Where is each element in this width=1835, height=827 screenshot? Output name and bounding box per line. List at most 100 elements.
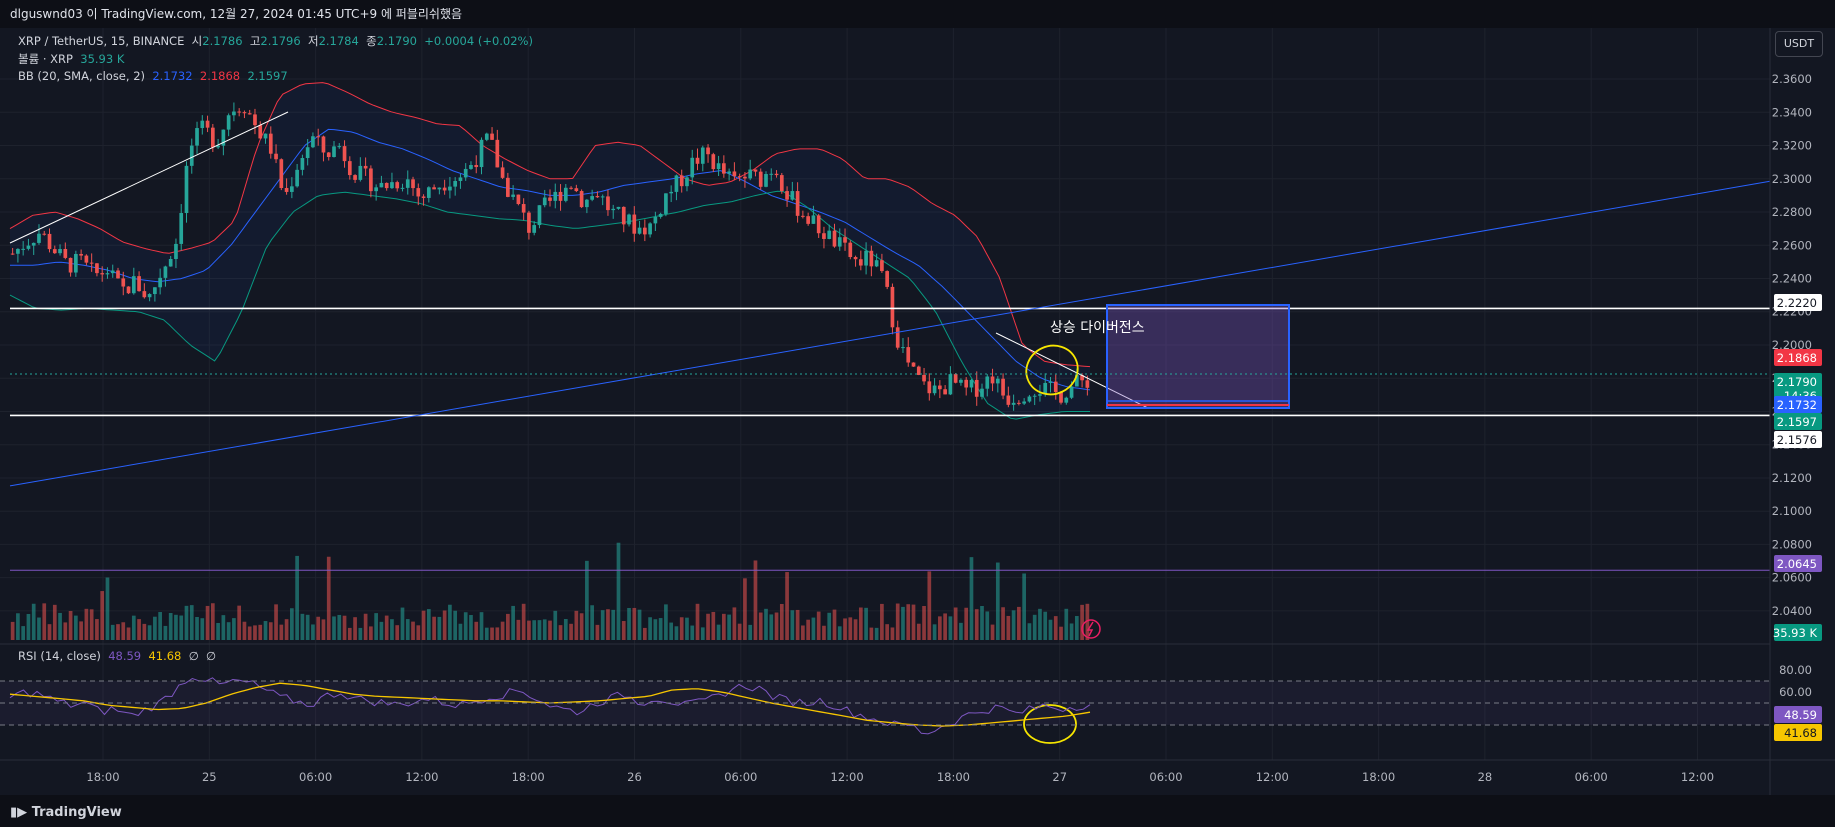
candle-body [448,186,452,191]
price-label-bg [1774,349,1822,366]
time-tick-label: 12:00 [831,770,864,784]
candle-body [500,167,505,178]
alert-icon[interactable] [1081,619,1101,639]
price-tick-label: 2.0400 [1772,604,1812,618]
candle-body [337,146,342,148]
candle-body [263,133,268,139]
volume-bar [31,603,36,640]
high-value: 2.1796 [260,34,301,48]
candle-body [37,233,41,243]
price-tick-label: 2.3400 [1772,105,1812,119]
candle-body [374,187,378,192]
volume-bar [253,625,257,640]
time-tick-label: 06:00 [1149,770,1182,784]
volume-bar [1085,603,1090,640]
candle-body [874,260,879,267]
volume-bar [743,578,747,640]
volume-bar [195,616,199,640]
candle-body [922,374,926,382]
volume-legend-row[interactable]: 볼륨 · XRP 35.93 K [18,51,533,69]
footer-bar [0,795,1835,827]
candle-body [574,188,579,192]
target-box [1106,304,1290,409]
volume-bar [595,624,600,640]
candle-body [58,248,62,254]
volume-bar [864,607,868,640]
volume-bar [853,619,858,640]
candle-body [837,237,842,247]
bb-legend-row[interactable]: BB (20, SMA, close, 2) 2.1732 2.1868 2.1… [18,68,533,86]
volume-bar [221,615,226,640]
volume-bar [37,617,41,640]
volume-bar [1080,604,1084,640]
candle-body [147,294,152,298]
candle-body [938,385,942,390]
rsi-label: RSI (14, close) [18,649,101,663]
candle-body [1032,395,1037,397]
candle-body [274,153,278,160]
volume-bar [658,618,663,640]
bb-basis-value: 2.1732 [152,69,193,83]
volume-bar [980,605,984,640]
volume-bar [153,616,157,640]
volume-bar [100,591,105,640]
volume-bar [737,623,742,640]
tradingview-logo[interactable]: ▮▶ TradingView [10,805,122,820]
candle-body [1074,375,1079,387]
volume-bar [142,623,147,640]
candle-body [774,173,779,176]
candle-body [1027,396,1032,402]
volume-bar [1069,623,1074,640]
volume-bar [916,623,921,640]
rsi-legend[interactable]: RSI (14, close) 48.59 41.68 ∅ ∅ [18,649,216,663]
candle-body [801,215,805,217]
currency-button[interactable]: USDT [1775,31,1823,57]
volume-bar [210,603,215,640]
candle-body [1053,381,1058,393]
candle-body [411,179,415,189]
candle-body [142,291,147,298]
symbol-legend-row[interactable]: XRP / TetherUS, 15, BINANCE 시2.1786 고2.1… [18,33,533,51]
price-chart[interactable]: 상승 다이버전스 2.36002.34002.32002.30002.28002… [0,0,1835,795]
volume-bar [358,627,363,640]
volume-bar [216,622,220,640]
candle-body [242,112,247,114]
volume-bar [753,560,758,640]
volume-bar [284,619,289,640]
candle-body [332,146,336,158]
candle-body [553,191,558,201]
volume-bar [995,562,1000,640]
volume-bar [442,610,447,640]
volume-bars [10,542,1090,640]
volume-bar [563,618,568,640]
bb-lower-line [9,190,1090,420]
candle-body [995,378,1000,384]
volume-bar [432,616,436,640]
price-label-bb-upper: 2.1868 [1774,349,1822,366]
rsi-price-label: 48.59 [1774,706,1822,723]
candle-body [653,216,658,224]
volume-bar [110,624,115,640]
candle-body [753,169,758,172]
volume-bar [147,625,152,640]
candle-body [700,147,705,164]
candle-body [869,250,874,267]
candle-body [26,245,31,249]
candle-body [1043,382,1048,395]
volume-bar [579,613,584,640]
grid-lines [0,28,1770,760]
volume-bar [674,626,679,640]
candle-body [748,169,753,179]
volume-bar [648,617,652,640]
candle-body [179,213,184,244]
volume-bar [131,615,136,640]
candle-body [52,249,57,254]
volume-bar [553,610,558,640]
price-tick-label: 2.1200 [1772,471,1812,485]
candle-body [743,176,747,179]
candle-body [658,213,663,217]
volume-bar [969,557,974,640]
volume-bar [21,626,26,640]
candle-body [305,147,310,159]
time-tick-label: 06:00 [1575,770,1608,784]
